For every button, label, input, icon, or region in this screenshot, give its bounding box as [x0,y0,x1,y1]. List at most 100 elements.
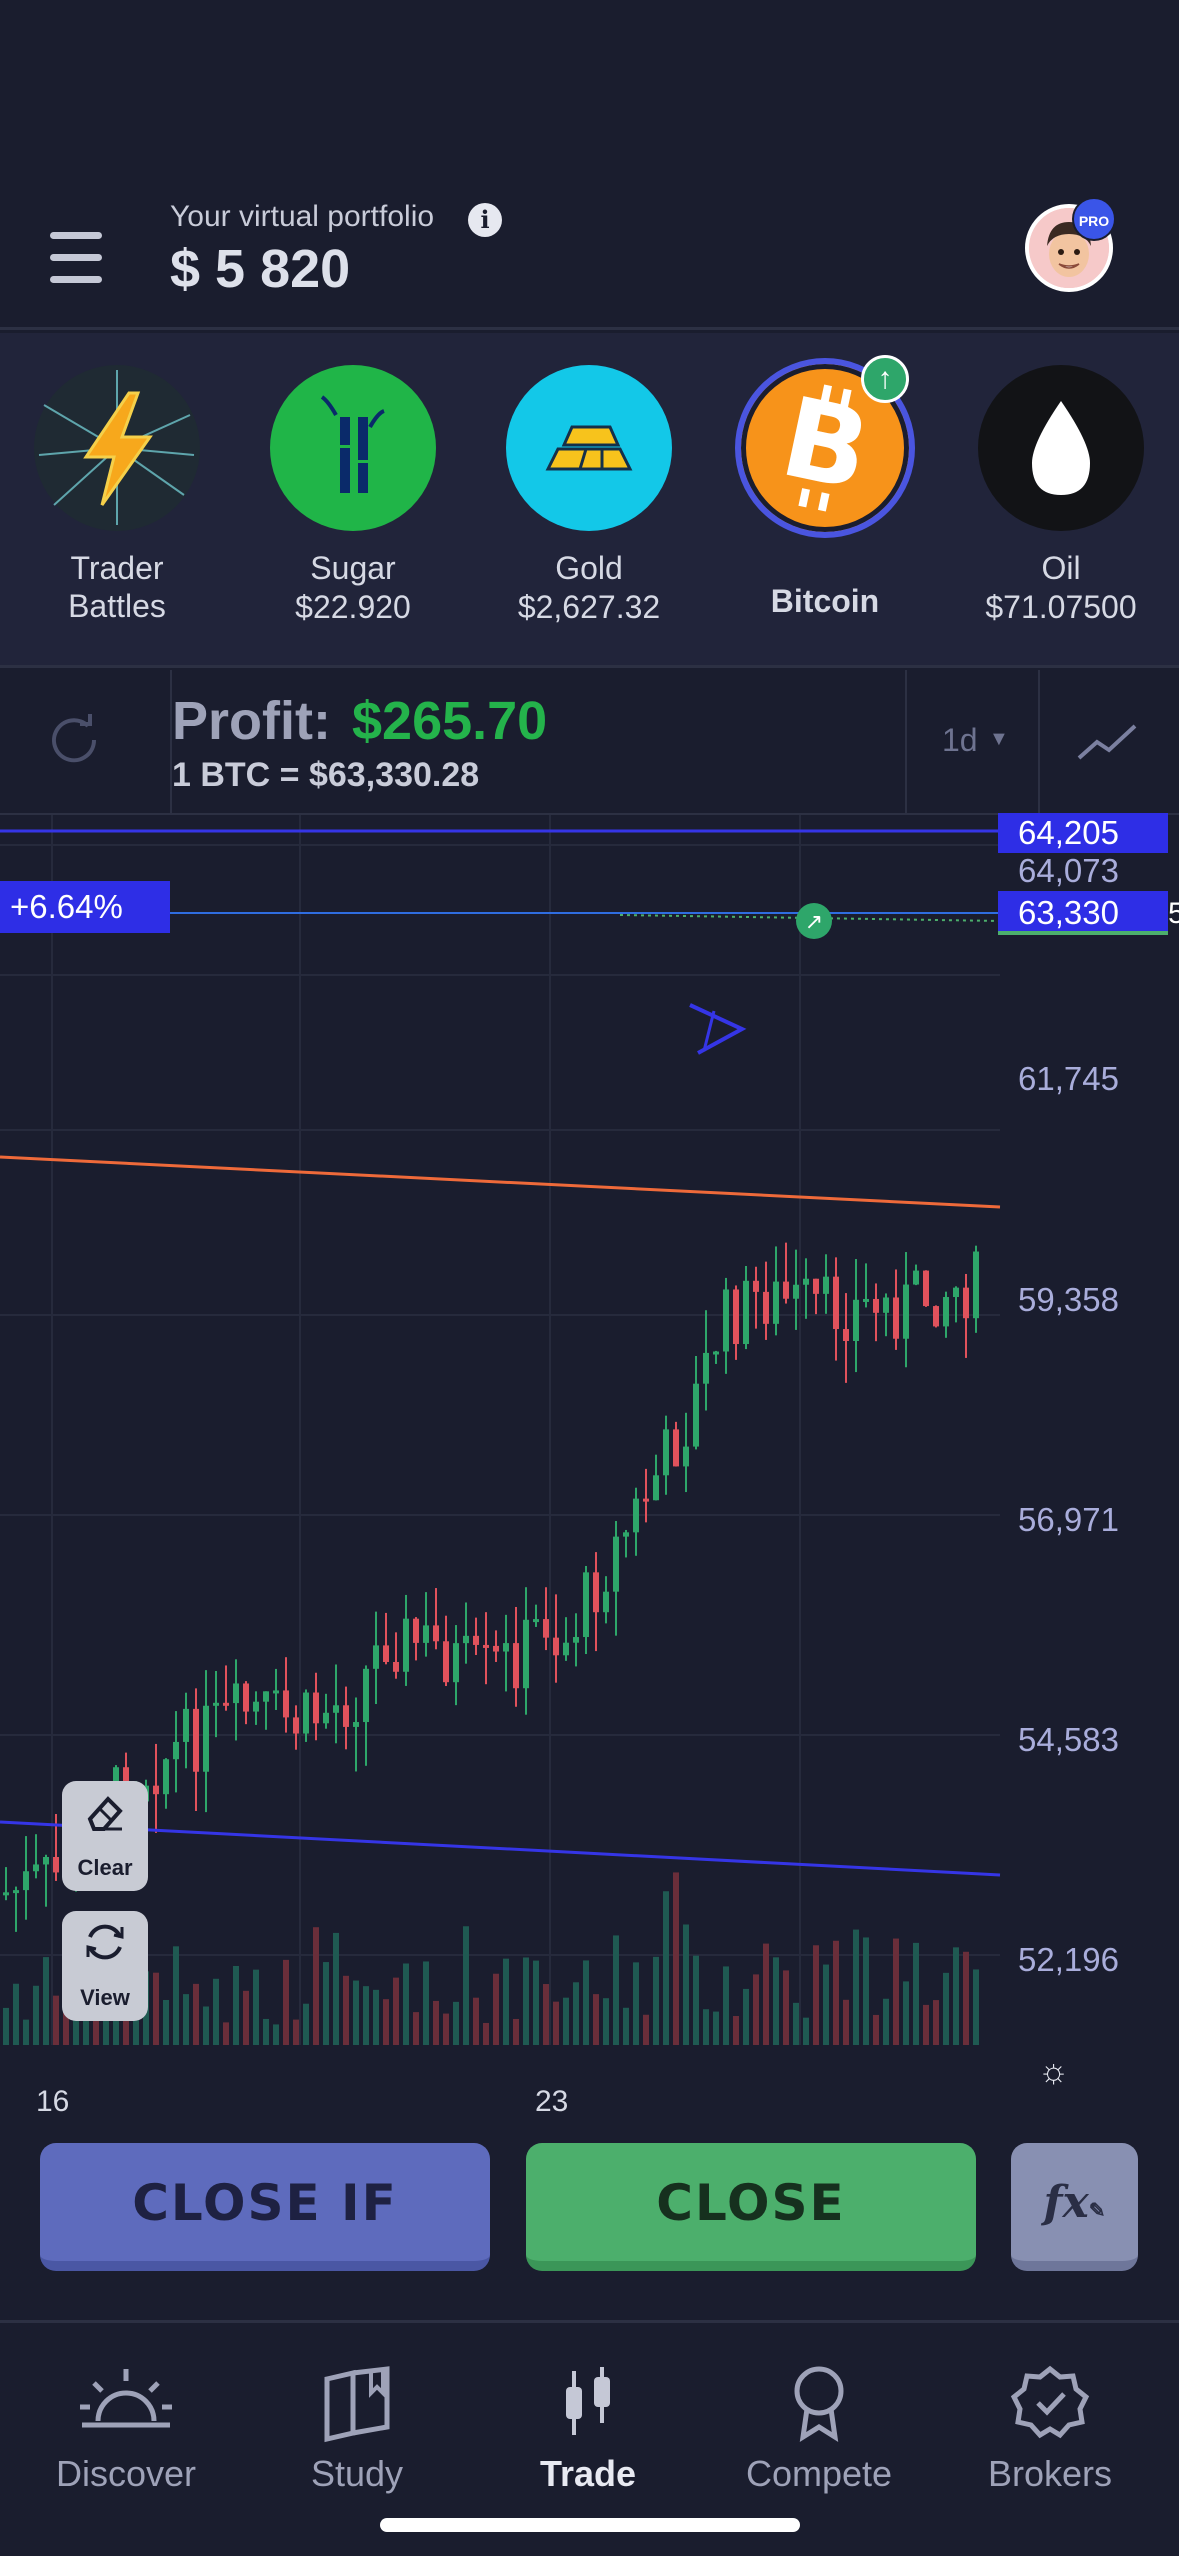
formula-button[interactable]: fx✎ [1011,2143,1138,2271]
nav-discover[interactable]: Discover [26,2363,226,2495]
brightness-icon[interactable]: ☼ [1038,2052,1070,2090]
timeframe-selector[interactable]: 1d ▼ [905,670,1040,815]
menu-icon[interactable] [50,232,106,284]
nav-compete[interactable]: Compete [719,2363,919,2495]
volume-bar [633,1962,639,2045]
info-icon[interactable]: i [468,203,502,237]
price-tag-current: 63,330 [998,891,1168,935]
asset-bitcoin[interactable]: B ↑ Bitcoin [725,355,925,620]
view-label: View [80,1985,130,2010]
volume-bar [253,1969,259,2045]
candle-body [363,1668,369,1723]
volume-bar [453,2001,459,2045]
candle-body [733,1289,739,1345]
candle-body [793,1284,799,1299]
volume-bar [563,1997,569,2045]
volume-bar [193,1983,199,2045]
asset-price: $71.07500 [985,589,1137,625]
refresh-button[interactable] [0,670,172,815]
nav-trade[interactable]: Trade [488,2363,688,2495]
candle-body [373,1645,379,1669]
volume-bar [653,1956,659,2045]
close-if-button[interactable]: CLOSE IF [40,2143,490,2271]
volume-bar [343,1975,349,2045]
asset-name: Oil [1041,550,1081,586]
candle-body [783,1281,789,1299]
volume-bar [283,1959,289,2045]
volume-bar [753,1974,759,2045]
candle-body [293,1717,299,1734]
volume-bar [443,2013,449,2045]
volume-bar [973,1969,979,2045]
nav-study[interactable]: Study [257,2363,457,2495]
candle-body [313,1692,319,1724]
volume-bar [863,1937,869,2045]
candle-body [263,1691,269,1702]
candle-body [683,1446,689,1467]
badge-check-icon [1010,2365,1090,2439]
line-chart-icon[interactable] [1075,718,1145,768]
close-button[interactable]: CLOSE [526,2143,976,2271]
volume-bar [3,2007,9,2045]
volume-bar [233,1965,239,2045]
asset-price: $2,627.32 [517,589,661,625]
y-label: 64,073 [1018,852,1119,889]
candle-body [953,1287,959,1298]
nav-brokers[interactable]: Brokers [950,2363,1150,2495]
volume-bar [313,1927,319,2045]
candle-body [253,1701,259,1712]
volume-bar [583,1960,589,2045]
candle-body [623,1532,629,1537]
volume-bar [213,1978,219,2045]
y-label: 61,745 [1018,1060,1119,1097]
candlestick-chart[interactable]: ↗ [0,815,1179,2105]
volume-bar [513,2018,519,2045]
candle-body [693,1383,699,1447]
volume-bar [783,1970,789,2045]
clear-button[interactable]: Clear [62,1781,148,1891]
candle-body [43,1857,49,1865]
candle-body [473,1635,479,1645]
volume-bar [683,1924,689,2045]
volume-bar [423,1961,429,2045]
sugarcane-icon [270,365,436,531]
entry-marker [796,903,832,939]
medal-icon [794,2366,844,2442]
volume-bar [163,1999,169,2045]
volume-bar [713,2011,719,2045]
volume-bar [23,2019,29,2045]
asset-oil[interactable]: Oil $71.07500 [961,365,1161,627]
volume-bar [643,2014,649,2045]
asset-sugar[interactable]: Sugar $22.920 [253,365,453,627]
candle-body [163,1759,169,1795]
candle-body [333,1705,339,1713]
volume-bar [383,1999,389,2045]
volume-bar [183,1994,189,2045]
volume-bar [873,2014,879,2045]
view-button[interactable]: View [62,1911,148,2021]
home-indicator [380,2518,800,2532]
volume-bar [133,2006,139,2045]
volume-bar [813,1945,819,2045]
volume-bar [403,1963,409,2045]
candle-body [393,1661,399,1672]
candle-body [53,1857,59,1873]
volume-bar [843,1999,849,2045]
asset-gold[interactable]: Gold $2,627.32 [489,365,689,627]
volume-bar [833,1940,839,2045]
asset-trader-battles[interactable]: Trader Battles [17,365,217,625]
candle-body [493,1645,499,1652]
candle-body [663,1429,669,1476]
candle-body [913,1270,919,1285]
candle-body [183,1708,189,1742]
volume-bar [363,1986,369,2045]
volume-bar [243,1990,249,2045]
candle-body [713,1351,719,1355]
support-line [0,1820,1001,1877]
volume-bar [303,2003,309,2045]
volume-bar [693,1955,699,2045]
candle-body [383,1645,389,1662]
candle-body [673,1429,679,1467]
volume-bar [893,1938,899,2045]
price-chart[interactable]: ↗ 64,205 64,073 63,330 5 61,745 59,358 5… [0,813,1179,2105]
